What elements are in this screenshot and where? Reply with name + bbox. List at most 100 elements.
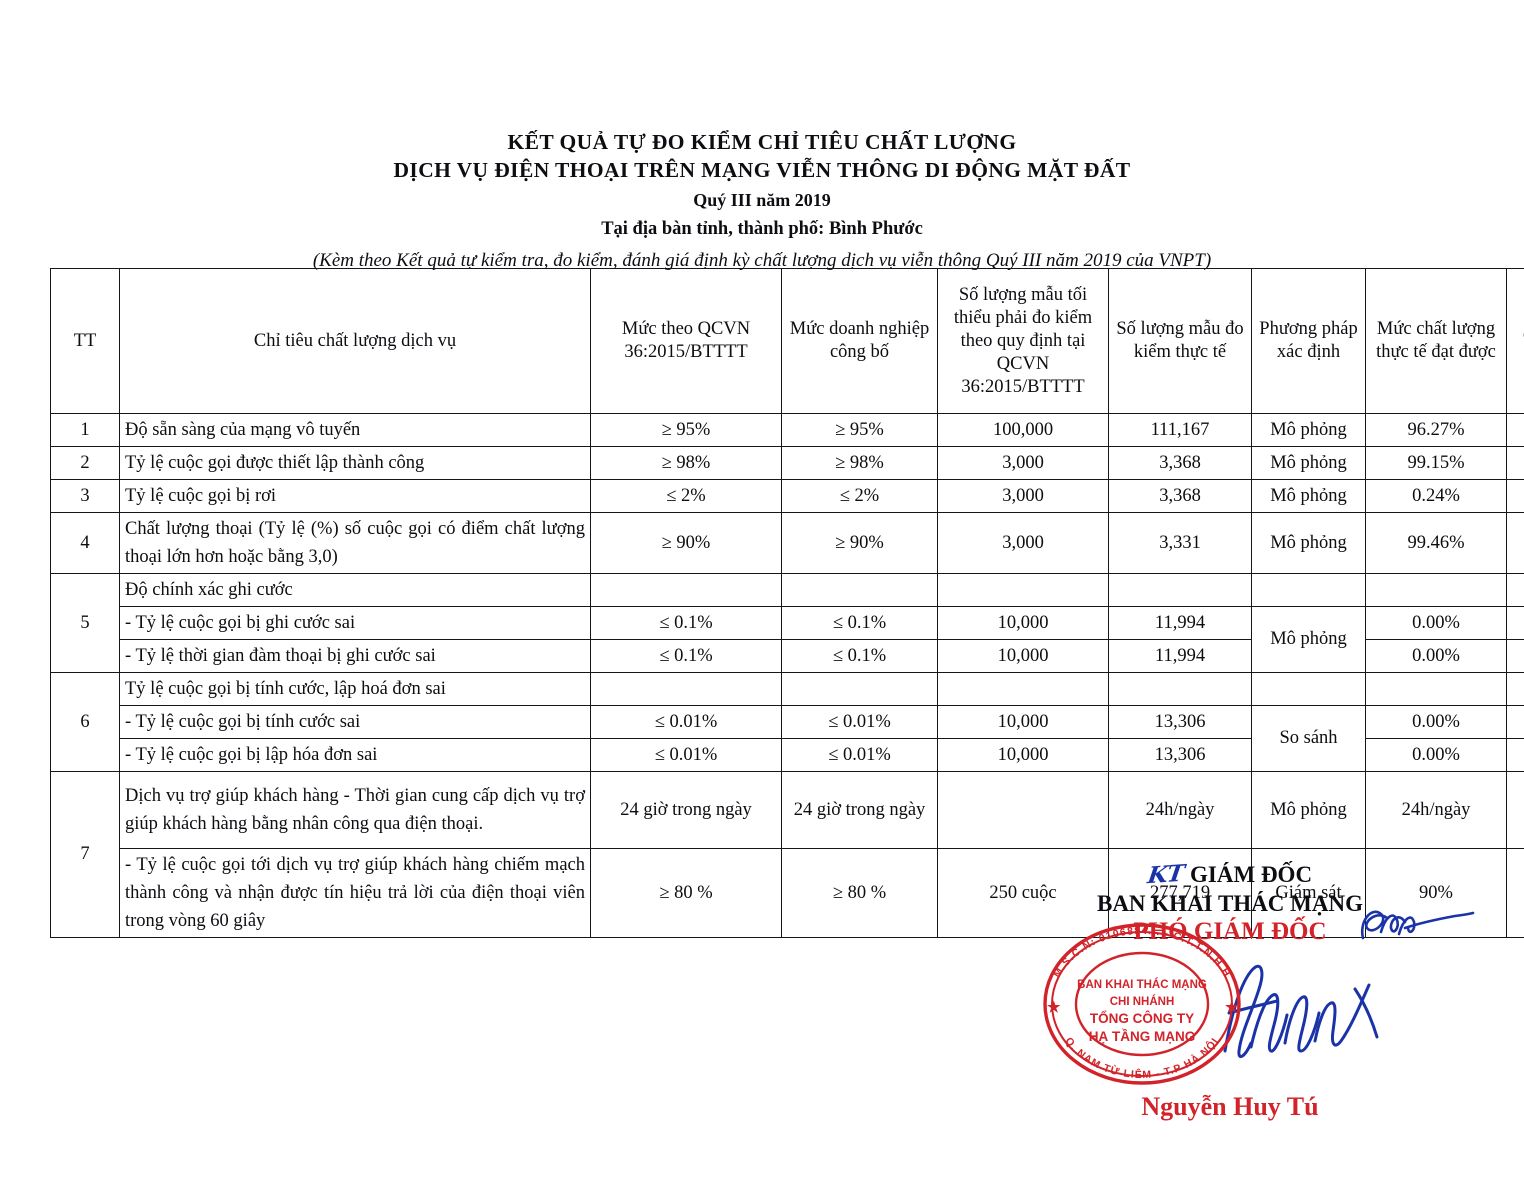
column-header-actual-level: Mức chất lượng thực tế đạt được [1365, 268, 1507, 414]
cell-actual-level: 99.15% [1365, 446, 1507, 480]
cell-method: Mô phỏng [1251, 446, 1366, 480]
cell-min-samples-empty [937, 672, 1109, 706]
cell-actual-samples: 277,719 [1108, 848, 1252, 938]
cell-actual-level: 24h/ngày [1365, 771, 1507, 849]
cell-actual-level: 0.00% [1365, 705, 1507, 739]
cell-tt: 5 [50, 573, 120, 673]
quality-results-table-wrapper: TT Chỉ tiêu chất lượng dịch vụ Mức theo … [50, 268, 1524, 938]
cell-enterprise: ≤ 0.01% [781, 705, 938, 739]
title-attachment-note: (Kèm theo Kết quả tự kiểm tra, đo kiểm, … [312, 250, 1212, 271]
signer-name: Nguyễn Huy Tú [1141, 1092, 1319, 1121]
table-header-row: TT Chỉ tiêu chất lượng dịch vụ Mức theo … [50, 268, 1524, 414]
cell-tt: 2 [50, 446, 120, 480]
cell-qcvn: ≤ 2% [590, 479, 782, 513]
column-header-indicator: Chỉ tiêu chất lượng dịch vụ [119, 268, 591, 414]
cell-actual-samples: 13,306 [1108, 705, 1252, 739]
cell-qcvn: ≤ 0.1% [590, 606, 782, 640]
cell-eval-empty [1506, 672, 1524, 706]
table-row: - Tỷ lệ cuộc gọi bị ghi cước sai ≤ 0.1% … [51, 606, 1524, 673]
column-header-actual-samples: Số lượng mẫu đo kiểm thực tế [1108, 268, 1252, 414]
cell-eval: Phù hợp [1506, 639, 1524, 673]
cell-actual-samples: 3,368 [1108, 446, 1252, 480]
column-header-method: Phương pháp xác định [1251, 268, 1366, 414]
signature-title-director: KT GIÁM ĐỐC [1010, 860, 1450, 889]
cell-tt: 3 [50, 479, 120, 513]
svg-text:★: ★ [1047, 999, 1061, 1016]
cell-eval: Phù hợp [1506, 512, 1524, 574]
cell-min-samples: 10,000 [937, 738, 1109, 772]
cell-actual-samples: 111,167 [1108, 413, 1252, 447]
cell-actual-samples: 3,331 [1108, 512, 1252, 574]
cell-actual-samples: 3,368 [1108, 479, 1252, 513]
cell-enterprise: ≥ 90% [781, 512, 938, 574]
cell-qcvn: ≤ 0.1% [590, 639, 782, 673]
cell-method: Mô phỏng [1251, 771, 1366, 849]
cell-eval: Phù hợp [1506, 446, 1524, 480]
cell-qcvn: ≥ 90% [590, 512, 782, 574]
column-header-enterprise-level: Mức doanh nghiệp công bố [781, 268, 938, 414]
cell-qcvn: 24 giờ trong ngày [590, 771, 782, 849]
cell-method: So sánh [1251, 705, 1366, 772]
signature-title-deputy: PHÓ GIÁM ĐỐC [1133, 918, 1327, 945]
table-row: 4 Chất lượng thoại (Tỷ lệ (%) số cuộc gọ… [50, 512, 1524, 574]
svg-text:Q. NAM TỪ LIÊM - T.P HÀ NỘI: Q. NAM TỪ LIÊM - T.P HÀ NỘI [1062, 1035, 1221, 1081]
signature-block: KT GIÁM ĐỐC BAN KHAI THÁC MẠNG PHÓ GIÁM Đ… [1010, 860, 1475, 1121]
table-row-group-title: 5 Độ chính xác ghi cước [50, 573, 1524, 673]
cell-qcvn-empty [590, 573, 782, 607]
cell-enterprise-empty [781, 573, 938, 607]
table-row: 7 Dịch vụ trợ giúp khách hàng - Thời gia… [50, 771, 1524, 938]
cell-indicator: - Tỷ lệ cuộc gọi bị lập hóa đơn sai [119, 738, 591, 772]
cell-actual-level-empty [1365, 672, 1507, 706]
cell-enterprise: ≥ 95% [781, 413, 938, 447]
cell-min-samples: 3,000 [937, 512, 1109, 574]
cell-eval: Phù hợp [1506, 413, 1524, 447]
document-title-block: KẾT QUẢ TỰ ĐO KIỂM CHỈ TIÊU CHẤT LƯỢNG D… [0, 128, 1524, 275]
cell-enterprise: ≤ 0.01% [781, 738, 938, 772]
cell-eval-empty [1506, 573, 1524, 607]
cell-method: Mô phỏng [1251, 606, 1366, 673]
cell-actual-samples-empty [1108, 672, 1252, 706]
column-header-self-eval: Tự đánh giá [1506, 268, 1524, 414]
table-row: - Tỷ lệ thời gian đàm thoại bị ghi cước … [51, 639, 1524, 673]
cell-eval: Phù hợp [1506, 738, 1524, 772]
cell-qcvn-empty [590, 672, 782, 706]
cell-min-samples: 10,000 [937, 606, 1109, 640]
table-header: TT Chỉ tiêu chất lượng dịch vụ Mức theo … [50, 268, 1524, 414]
cell-indicator: Tỷ lệ cuộc gọi bị rơi [119, 479, 591, 513]
cell-eval: Phù hợp [1506, 705, 1524, 739]
cell-min-samples: 3,000 [937, 446, 1109, 480]
cell-indicator: - Tỷ lệ thời gian đàm thoại bị ghi cước … [119, 639, 591, 673]
cell-qcvn: ≤ 0.01% [590, 738, 782, 772]
cell-group-title: Độ chính xác ghi cước [119, 573, 591, 607]
handwritten-signature-icon [1223, 964, 1379, 1059]
signature-department: BAN KHAI THÁC MẠNG [1096, 891, 1363, 916]
table-row: - Tỷ lệ cuộc gọi bị tính cước sai ≤ 0.01… [51, 705, 1524, 772]
cell-tt: 6 [50, 672, 120, 772]
cell-enterprise: ≥ 80 % [781, 848, 938, 938]
stamp-center-line-1: BAN KHAI THÁC MẠNG [1077, 978, 1207, 991]
cell-method: Mô phỏng [1251, 413, 1366, 447]
cell-actual-samples: 11,994 [1108, 639, 1252, 673]
cell-qcvn: ≥ 80 % [590, 848, 782, 938]
cell-indicator: Chất lượng thoại (Tỷ lệ (%) số cuộc gọi … [119, 512, 591, 574]
column-header-min-samples: Số lượng mẫu tối thiểu phải đo kiểm theo… [937, 268, 1109, 414]
cell-actual-samples: 24h/ngày [1108, 771, 1252, 849]
cell-method: Giám sát [1251, 848, 1366, 938]
table-body: 1 Độ sẵn sàng của mạng vô tuyến ≥ 95% ≥ … [50, 413, 1524, 938]
cell-min-samples: 250 cuộc [937, 848, 1109, 938]
svg-text:★: ★ [1225, 999, 1239, 1016]
quality-results-table: TT Chỉ tiêu chất lượng dịch vụ Mức theo … [50, 268, 1524, 938]
cell-method: Mô phỏng [1251, 512, 1366, 574]
cell-actual-samples-empty [1108, 573, 1252, 607]
cell-eval: Phù hợp [1506, 848, 1524, 938]
title-line-1: KẾT QUẢ TỰ ĐO KIỂM CHỈ TIÊU CHẤT LƯỢNG [507, 130, 1017, 154]
cell-tt: 1 [50, 413, 120, 447]
table-row: - Tỷ lệ cuộc gọi tới dịch vụ trợ giúp kh… [51, 848, 1524, 938]
cell-enterprise: ≥ 98% [781, 446, 938, 480]
title-quarter: Quý III năm 2019 [693, 190, 831, 210]
cell-tt: 7 [50, 771, 120, 938]
cell-min-samples: 3,000 [937, 479, 1109, 513]
cell-enterprise: ≤ 2% [781, 479, 938, 513]
stamp-bottom-arc-text: Q. NAM TỪ LIÊM - T.P HÀ NỘI [1062, 1035, 1220, 1081]
table-row: 3 Tỷ lệ cuộc gọi bị rơi ≤ 2% ≤ 2% 3,000 … [50, 479, 1524, 513]
